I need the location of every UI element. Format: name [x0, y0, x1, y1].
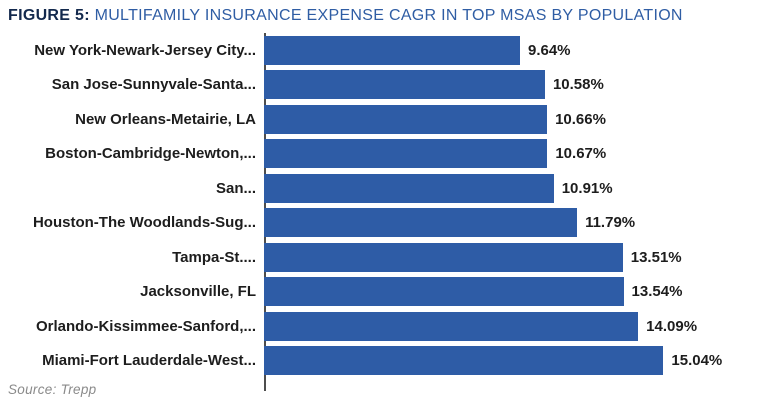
bar-row: Jacksonville, FL 13.54% [0, 275, 776, 310]
value-label: 14.09% [646, 317, 698, 335]
value-label: 10.66% [555, 110, 606, 128]
value-label: 13.51% [630, 248, 682, 266]
bar [264, 311, 639, 341]
category-label: Jacksonville, FL [140, 283, 256, 301]
bar-row: New Orleans-Metairie, LA 10.66% [0, 102, 776, 137]
bar-chart: New York-Newark-Jersey City... 9.64% San J… [0, 33, 776, 391]
figure-title: FIGURE 5: MULTIFAMILY INSURANCE EXPENSE … [0, 0, 776, 25]
bar [264, 346, 664, 376]
value-label: 13.54% [631, 283, 683, 301]
bar-row: San Jose-Sunnyvale-Santa... 10.58% [0, 68, 776, 103]
bar-row: Houston-The Woodlands-Sug... 11.79% [0, 206, 776, 241]
category-label: Houston-The Woodlands-Sug... [32, 214, 256, 232]
category-label: Tampa-St.... [172, 248, 256, 266]
value-label: 10.67% [555, 145, 607, 163]
bar-track: 9.64% [264, 33, 764, 68]
bar [264, 242, 623, 272]
bar-track: 10.58% [264, 68, 764, 103]
figure-title-prefix: FIGURE 5: [8, 7, 90, 24]
source-note: Source: Trepp [8, 382, 97, 397]
value-label: 15.04% [671, 352, 723, 370]
bar-track: 10.91% [264, 171, 764, 206]
bar [264, 139, 548, 169]
bar-track: 13.54% [264, 275, 764, 310]
value-label: 9.64% [527, 41, 571, 59]
bar-row: Boston-Cambridge-Newton,... 10.67% [0, 137, 776, 172]
bar-track: 10.67% [264, 137, 764, 172]
bar [264, 173, 554, 203]
bar-track: 10.66% [264, 102, 764, 137]
bar [264, 35, 520, 65]
value-label: 10.91% [561, 179, 613, 197]
bar-rows: New York-Newark-Jersey City... 9.64% San J… [0, 33, 776, 378]
category-label: San Jose-Sunnyvale-Santa... [51, 76, 256, 94]
bar-row: Tampa-St.... 13.51% [0, 240, 776, 275]
bar-track: 14.09% [264, 309, 764, 344]
category-label: Boston-Cambridge-Newton,... [45, 145, 256, 163]
bar-row: San... 10.91% [0, 171, 776, 206]
bar-row: Miami-Fort Lauderdale-West... 15.04% [0, 344, 776, 379]
figure-title-text: MULTIFAMILY INSURANCE EXPENSE CAGR IN TO… [89, 7, 683, 24]
value-label: 10.58% [552, 76, 604, 94]
category-label: New Orleans-Metairie, LA [75, 110, 256, 128]
category-label: San... [215, 179, 256, 197]
bar-row: Orlando-Kissimmee-Sanford,... 14.09% [0, 309, 776, 344]
bar-track: 15.04% [264, 344, 764, 379]
bar [264, 277, 624, 307]
category-label: Miami-Fort Lauderdale-West... [42, 352, 256, 370]
bar-track: 13.51% [264, 240, 764, 275]
category-label: Orlando-Kissimmee-Sanford,... [35, 317, 256, 335]
category-label: New York-Newark-Jersey City... [34, 41, 256, 59]
bar [264, 104, 548, 134]
bar [264, 70, 545, 100]
bar-track: 11.79% [264, 206, 764, 241]
bar [264, 208, 578, 238]
value-label: 11.79% [585, 214, 636, 232]
bar-row: New York-Newark-Jersey City... 9.64% [0, 33, 776, 68]
